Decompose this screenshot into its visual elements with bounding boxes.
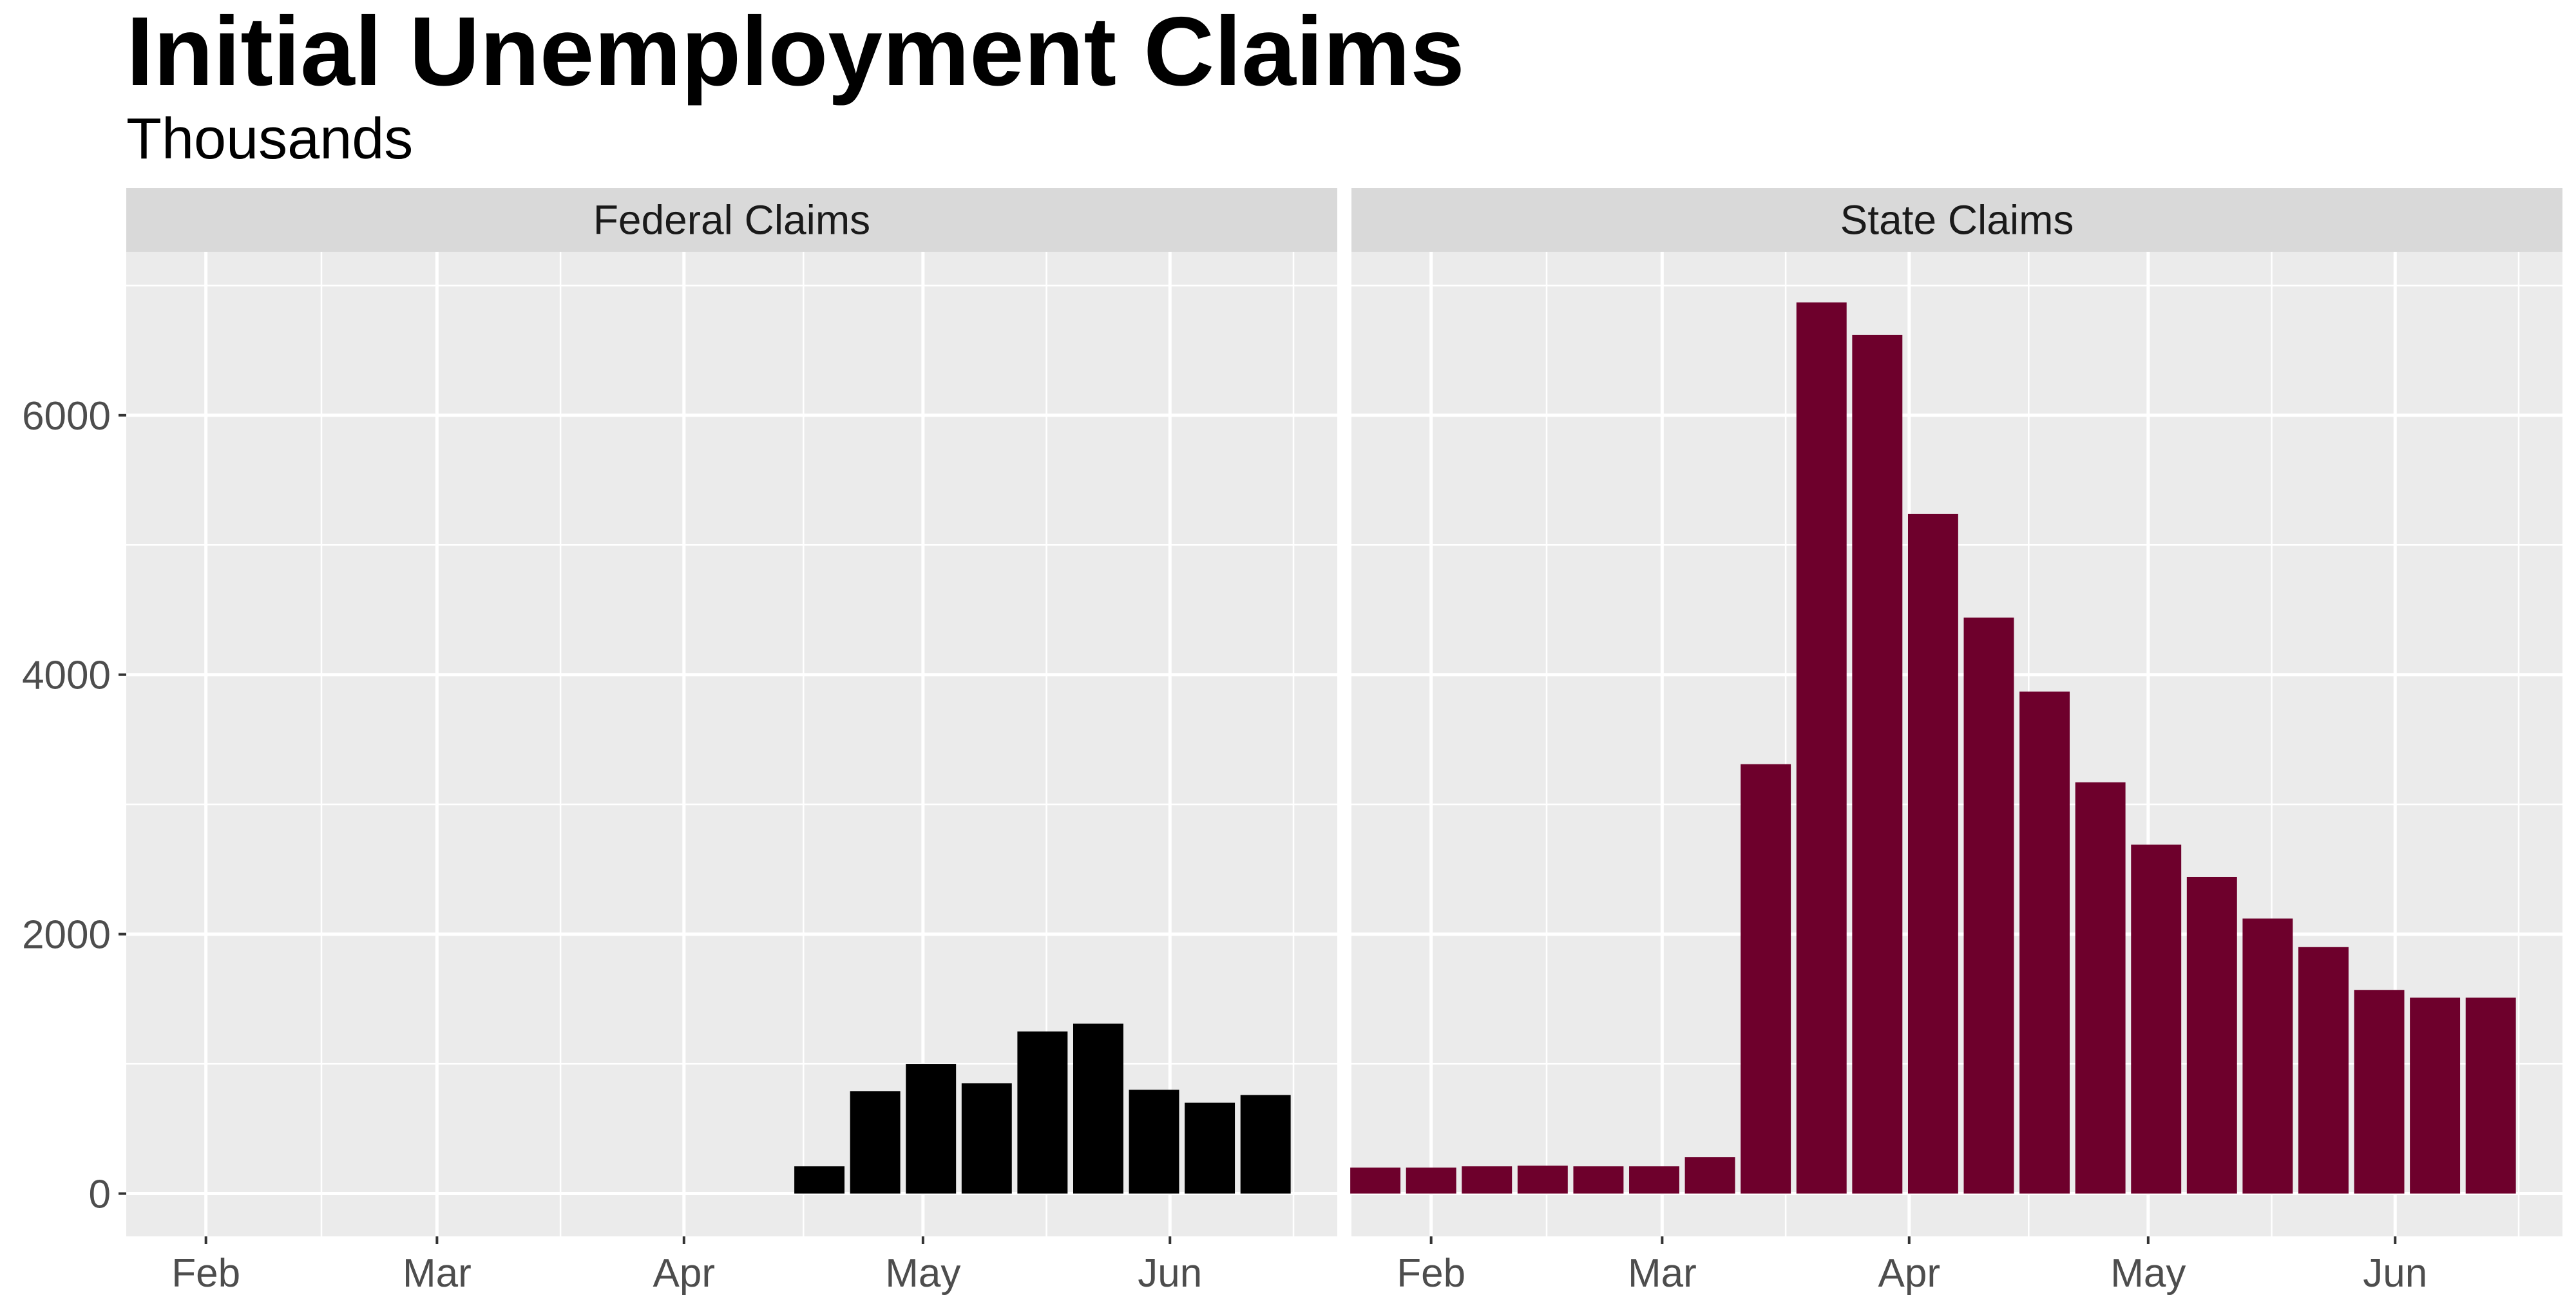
bar bbox=[1350, 1167, 1401, 1194]
bar bbox=[2354, 990, 2405, 1194]
y-tick-label: 2000 bbox=[22, 913, 111, 958]
bar bbox=[1963, 618, 2014, 1194]
bar bbox=[1629, 1166, 1679, 1194]
bar bbox=[2186, 876, 2237, 1194]
x-tick-label: May bbox=[2110, 1251, 2186, 1296]
bar bbox=[2298, 947, 2349, 1194]
bar bbox=[1073, 1023, 1123, 1194]
bar bbox=[1741, 764, 1791, 1194]
bar bbox=[2075, 782, 2126, 1194]
bar bbox=[1796, 302, 1847, 1194]
x-tick-label: May bbox=[885, 1251, 960, 1296]
bar bbox=[1406, 1167, 1456, 1194]
bar bbox=[2242, 918, 2293, 1194]
chart-title: Initial Unemployment Claims bbox=[126, 0, 1465, 106]
x-tick-label: Mar bbox=[403, 1251, 472, 1296]
x-tick-label: Mar bbox=[1628, 1251, 1697, 1296]
bar bbox=[1684, 1157, 1735, 1194]
x-tick-label: Apr bbox=[653, 1251, 715, 1296]
bar bbox=[1240, 1095, 1291, 1194]
x-tick-label: Feb bbox=[1397, 1251, 1465, 1296]
y-tick-label: 6000 bbox=[22, 394, 111, 439]
y-tick-label: 4000 bbox=[22, 654, 111, 698]
bar bbox=[794, 1166, 845, 1194]
facet-strip-2 bbox=[1351, 188, 2562, 252]
x-tick-label: Apr bbox=[1878, 1251, 1940, 1296]
x-tick-label: Feb bbox=[171, 1251, 240, 1296]
bar bbox=[906, 1064, 957, 1194]
bar bbox=[2131, 844, 2182, 1194]
bar bbox=[961, 1083, 1012, 1194]
x-tick-label: Jun bbox=[1138, 1251, 1202, 1296]
bar bbox=[2465, 997, 2516, 1194]
chart-subtitle: Thousands bbox=[126, 107, 414, 171]
bar bbox=[1517, 1166, 1568, 1194]
y-tick-label: 0 bbox=[89, 1173, 111, 1217]
bar bbox=[1907, 513, 1958, 1194]
bar bbox=[2019, 691, 2070, 1194]
bar bbox=[1129, 1090, 1179, 1194]
facet-strip-1 bbox=[126, 188, 1337, 252]
bar bbox=[850, 1091, 901, 1194]
bar bbox=[1185, 1102, 1236, 1194]
bar bbox=[1852, 334, 1903, 1194]
panel-background-1 bbox=[126, 252, 1337, 1236]
bar bbox=[1462, 1166, 1512, 1194]
x-tick-label: Jun bbox=[2363, 1251, 2427, 1296]
bar bbox=[1573, 1166, 1624, 1194]
facet-label-2: State Claims bbox=[1840, 197, 2074, 243]
facet-label-1: Federal Claims bbox=[593, 197, 870, 243]
bar bbox=[1017, 1031, 1068, 1194]
bar bbox=[2410, 997, 2461, 1194]
